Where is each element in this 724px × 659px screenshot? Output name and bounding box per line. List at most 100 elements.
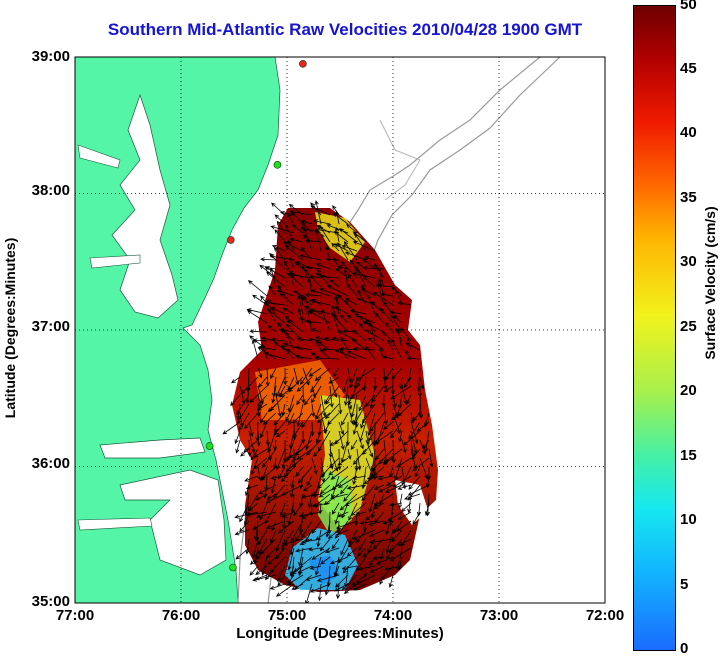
velocity-vector	[293, 502, 304, 517]
velocity-vector	[319, 287, 340, 297]
colorbar-tick: 30	[680, 253, 697, 270]
velocity-vector	[270, 202, 286, 216]
velocity-vector	[397, 301, 412, 306]
velocity-vector	[339, 493, 358, 511]
velocity-vector	[391, 367, 403, 380]
velocity-vector	[283, 367, 288, 386]
velocity-vector	[334, 294, 340, 315]
velocity-vector	[283, 538, 304, 546]
velocity-vector	[276, 583, 295, 597]
velocity-vector	[308, 547, 322, 552]
velocity-vector	[256, 511, 277, 519]
velocity-vector	[308, 367, 322, 377]
velocity-vector	[230, 394, 241, 407]
velocity-vector	[360, 283, 367, 297]
velocity-vector	[263, 352, 286, 360]
velocity-vector	[347, 538, 358, 548]
velocity-vector	[287, 547, 295, 571]
velocity-vector	[265, 367, 270, 387]
velocity-vector	[277, 565, 286, 582]
velocity-vector	[245, 511, 268, 517]
velocity-vector	[298, 547, 304, 567]
velocity-vector	[349, 367, 358, 389]
velocity-vector	[252, 520, 268, 530]
velocity-vector	[371, 385, 385, 403]
velocity-vector	[291, 583, 304, 590]
velocity-vector	[331, 336, 349, 342]
colorbar-tick: 15	[680, 447, 697, 464]
velocity-vector	[359, 520, 376, 525]
velocity-vector	[347, 273, 358, 288]
velocity-vector	[265, 430, 271, 447]
velocity-vector	[311, 547, 331, 560]
velocity-vector	[384, 367, 394, 381]
velocity-vector	[279, 385, 295, 398]
velocity-vector	[351, 475, 367, 480]
velocity-vector	[282, 342, 304, 351]
velocity-vector	[235, 439, 241, 454]
velocity-vector	[291, 224, 304, 234]
velocity-vector	[314, 228, 322, 252]
velocity-vector	[350, 394, 358, 418]
velocity-vector	[320, 308, 331, 333]
velocity-vector	[276, 289, 295, 297]
velocity-vector	[362, 547, 376, 558]
bay-inlet-1	[77, 144, 121, 169]
velocity-vector	[295, 547, 313, 553]
velocity-vector	[250, 556, 259, 565]
velocity-vector	[286, 319, 304, 333]
velocity-vector	[352, 529, 376, 540]
velocity-vector	[279, 293, 295, 306]
velocity-vector	[295, 345, 313, 351]
velocity-vector	[397, 538, 412, 546]
velocity-vector	[312, 502, 331, 508]
velocity-vector	[256, 430, 261, 447]
velocity-vector	[403, 376, 412, 389]
velocity-vector	[267, 430, 277, 454]
velocity-vector	[327, 529, 340, 539]
velocity-vector	[252, 294, 268, 306]
velocity-vector	[270, 337, 286, 342]
velocity-vector	[236, 403, 250, 424]
velocity-vector	[318, 484, 340, 498]
velocity-vector	[311, 385, 322, 404]
velocity-vector	[412, 457, 430, 472]
velocity-vector	[234, 511, 259, 519]
velocity-vector	[250, 448, 259, 461]
velocity-vector	[238, 412, 250, 432]
velocity-vector	[270, 529, 277, 544]
velocity-vector	[301, 493, 322, 499]
velocity-vector	[305, 265, 322, 270]
velocity-vector	[424, 502, 430, 517]
plot-frame	[74, 56, 606, 604]
velocity-vector	[285, 457, 304, 472]
velocity-vector	[247, 280, 268, 297]
velocity-vector	[419, 439, 426, 455]
velocity-vector	[273, 421, 286, 436]
velocity-vector	[301, 538, 322, 544]
velocity-vector	[314, 556, 322, 576]
velocity-vector	[373, 484, 385, 490]
x-axis-label: Longitude (Degrees:Minutes)	[236, 625, 444, 642]
velocity-vector	[343, 241, 358, 261]
velocity-vector	[383, 421, 394, 430]
velocity-vector	[363, 256, 376, 261]
velocity-vector	[252, 574, 277, 582]
velocity-vector	[368, 493, 376, 514]
velocity-vector	[267, 556, 277, 565]
velocity-vector	[306, 475, 313, 487]
velocity-vector	[317, 341, 331, 351]
velocity-vector	[377, 266, 385, 288]
velocity-vector	[303, 484, 313, 492]
velocity-vector	[369, 565, 385, 573]
velocity-vector	[290, 484, 295, 499]
velocity-vector	[277, 574, 286, 587]
y-tick-label: 35:00	[31, 593, 70, 610]
velocity-vector	[351, 574, 367, 586]
velocity-vector	[376, 281, 385, 306]
velocity-vector	[334, 349, 358, 360]
velocity-vector	[239, 502, 250, 523]
velocity-vector	[326, 285, 349, 297]
velocity-vector	[309, 583, 331, 593]
velocity-vector	[265, 520, 286, 529]
